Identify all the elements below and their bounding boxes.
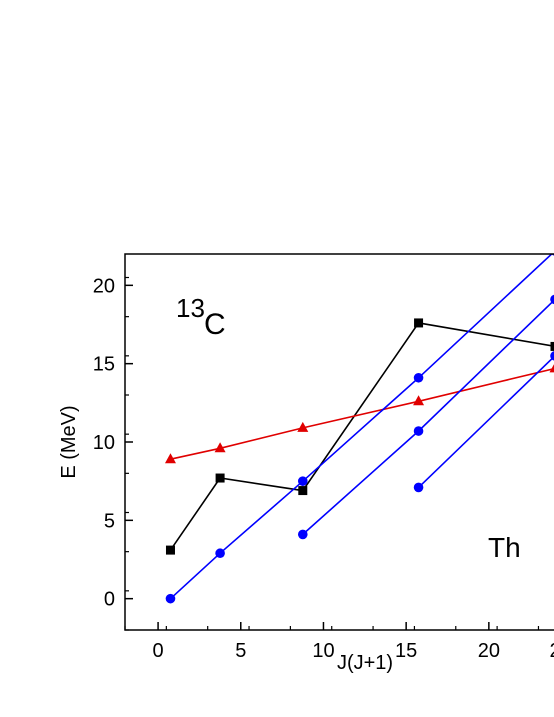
annotation-th: Th <box>488 532 521 563</box>
data-point <box>297 529 308 540</box>
y-axis-label: E (MeV) <box>58 405 80 478</box>
data-point <box>413 426 424 436</box>
x-axis-label: J(J+1) <box>337 652 393 674</box>
y-tick-label: 5 <box>104 510 115 532</box>
nucleus-symbol: C <box>204 308 226 341</box>
data-point <box>297 421 309 432</box>
data-point <box>297 476 308 486</box>
y-tick-label: 15 <box>93 354 115 376</box>
data-point <box>215 473 225 483</box>
data-point <box>413 372 424 383</box>
data-point <box>165 545 175 555</box>
series-line <box>302 299 554 535</box>
data-point <box>550 294 554 305</box>
data-point <box>550 341 554 351</box>
y-tick-label: 0 <box>104 589 115 611</box>
y-tick-label: 10 <box>93 432 115 454</box>
data-point <box>214 442 226 453</box>
data-point <box>414 318 424 328</box>
x-tick-label: 5 <box>235 640 246 662</box>
series-layer <box>164 254 554 604</box>
x-tick-label: 20 <box>478 640 500 662</box>
data-point <box>549 364 554 373</box>
data-point <box>298 486 308 496</box>
series-line <box>169 322 554 551</box>
x-tick-label: 15 <box>395 640 417 662</box>
series-line <box>418 355 554 488</box>
data-point <box>165 593 176 604</box>
nucleus-mass-number: 13 <box>176 293 205 323</box>
x-tick-label: 0 <box>153 640 164 662</box>
data-point <box>550 351 554 361</box>
data-point <box>413 395 425 406</box>
data-point <box>413 482 424 493</box>
data-point <box>215 548 225 559</box>
y-tick-label: 20 <box>93 275 115 297</box>
series-line <box>170 367 554 460</box>
data-point <box>164 453 176 464</box>
x-tick-label: 10 <box>312 640 334 662</box>
x-tick-label: 2 <box>549 640 554 662</box>
axes-layer: 05101520205101520 <box>93 275 554 662</box>
